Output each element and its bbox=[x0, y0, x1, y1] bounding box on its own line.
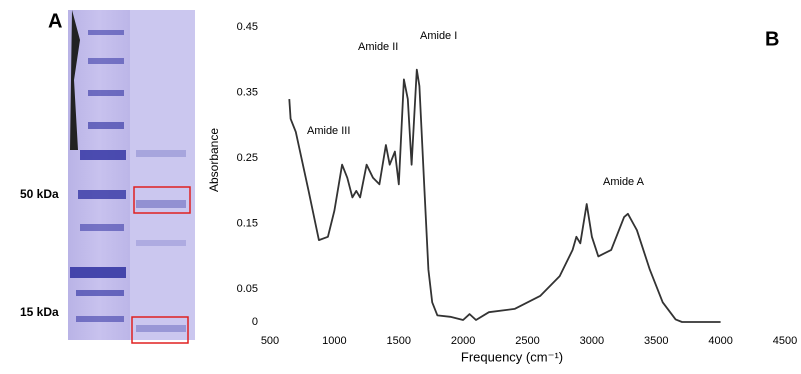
y-tick-label: 0 bbox=[252, 316, 258, 328]
y-tick-label: 0.45 bbox=[237, 21, 258, 33]
gel-image bbox=[68, 10, 195, 343]
x-tick-label: 4500 bbox=[773, 335, 797, 347]
marker-label: 50 kDa bbox=[20, 187, 59, 201]
y-tick-label: 0.15 bbox=[237, 218, 258, 230]
panel-label: B bbox=[765, 28, 779, 50]
y-tick-label: 0.25 bbox=[237, 152, 258, 164]
figure: A 50 kDa 15 kDa B Frequency (cm⁻¹) Absor… bbox=[0, 0, 801, 369]
x-tick-label: 500 bbox=[261, 335, 279, 347]
annotation: Amide II bbox=[358, 41, 398, 53]
marker-label: 15 kDa bbox=[20, 305, 59, 319]
x-axis-title: Frequency (cm⁻¹) bbox=[461, 349, 563, 364]
y-tick-label: 0.05 bbox=[237, 283, 258, 295]
spectrum-line bbox=[289, 70, 720, 322]
y-tick-label: 0.35 bbox=[237, 86, 258, 98]
x-tick-label: 2000 bbox=[451, 335, 475, 347]
y-axis-title: Absorbance bbox=[207, 128, 221, 192]
panel-label: A bbox=[48, 10, 62, 32]
x-tick-label: 3500 bbox=[644, 335, 668, 347]
x-tick-label: 2500 bbox=[515, 335, 539, 347]
x-tick-label: 1500 bbox=[387, 335, 411, 347]
x-tick-label: 3000 bbox=[580, 335, 604, 347]
annotation: Amide A bbox=[603, 176, 645, 188]
annotation: Amide III bbox=[307, 125, 350, 137]
annotation: Amide I bbox=[420, 30, 457, 42]
x-tick-label: 1000 bbox=[322, 335, 346, 347]
x-tick-label: 4000 bbox=[708, 335, 732, 347]
